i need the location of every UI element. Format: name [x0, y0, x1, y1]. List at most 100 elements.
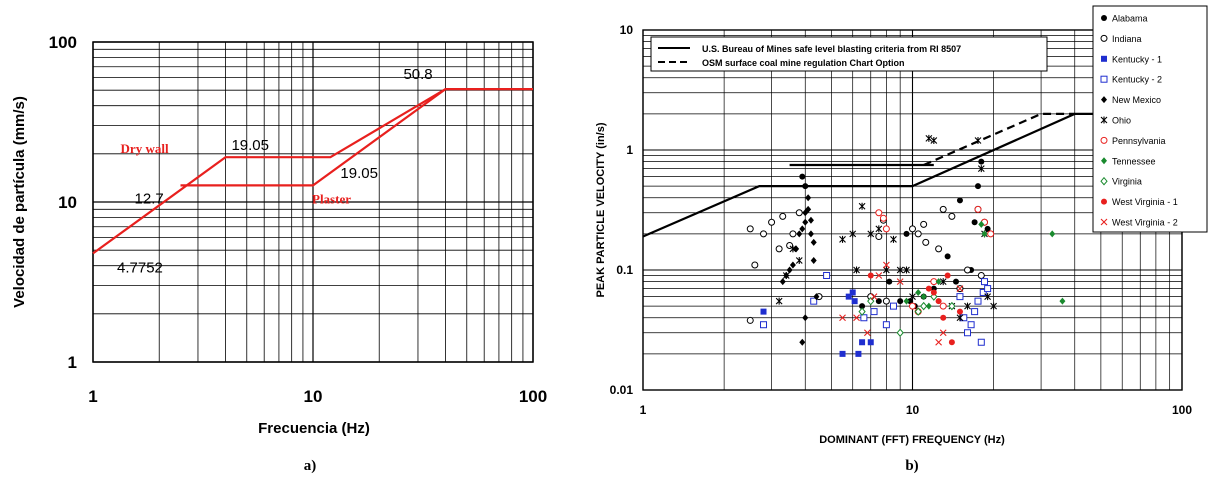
chart-b-point [882, 266, 890, 274]
chart-b-x-ticks: 1 10 100 [640, 403, 1193, 417]
chart-b-point [977, 338, 985, 346]
chart-b-point [981, 218, 989, 226]
chart-b-point [948, 302, 956, 310]
chart-b-point [889, 302, 897, 310]
chart-b-point [810, 256, 817, 264]
chart-a-caption: a) [304, 458, 317, 474]
chart-b-point [802, 183, 809, 190]
chart-b-point [971, 308, 979, 316]
chart-b-point [802, 314, 809, 322]
chart-b-criteria-legend: U.S. Bureau of Mines safe level blasting… [650, 36, 1048, 72]
chart-b-point [968, 267, 975, 273]
chart-b-point [1100, 116, 1108, 124]
chart-b-point [930, 136, 938, 144]
chart-b-point [799, 338, 806, 346]
chart-b-point [890, 235, 897, 243]
chart-b-point [839, 235, 846, 243]
chart-b-point [870, 308, 878, 316]
chart-b-point [805, 194, 812, 202]
chart-a-annotation: 19.05 [231, 137, 269, 154]
chart-b-point [853, 314, 860, 322]
chart-b-legend-label: New Mexico [1112, 95, 1161, 105]
chart-b-point [930, 278, 938, 286]
chart-b-point [930, 292, 938, 301]
chart-b-y-ticks: 0.01 0.1 1 10 [610, 23, 634, 397]
chart-b-point [799, 173, 806, 180]
chart-b-point [956, 197, 963, 204]
chart-b-y-tick-label: 0.1 [616, 263, 633, 277]
chart-b-point [867, 339, 874, 346]
chart-b-point [911, 303, 918, 310]
chart-b-point [1100, 218, 1108, 226]
chart-b-point [870, 293, 878, 301]
chart-b-point [875, 272, 883, 279]
chart-b-series-legend: Alabama Indiana Kentucky - 1 Kentucky - 2 Ne… [1092, 5, 1208, 233]
chart-b-legend-label: West Virginia - 2 [1112, 218, 1178, 228]
chart-b-point [760, 230, 768, 238]
chart-b-point [964, 329, 972, 337]
chart-a-x-ticks: 1 10 100 [88, 387, 547, 406]
chart-b-legend-label: Indiana [1112, 34, 1142, 44]
chart-b-plot-frame [642, 29, 1183, 391]
chart-a-annotation: 12.7 [135, 190, 164, 207]
chart-b-point [775, 297, 783, 305]
chart-b-point [859, 303, 866, 310]
chart-a-annotation: 4.7752 [117, 259, 163, 276]
chart-b-point [948, 212, 956, 220]
chart-b-point [786, 266, 793, 274]
chart-b-x-tick-label: 1 [640, 403, 647, 417]
chart-b-point [935, 298, 942, 305]
chart-b-point [751, 261, 759, 269]
chart-b-point [1101, 157, 1107, 165]
chart-b-point [940, 314, 947, 321]
chart-b-point [930, 289, 937, 296]
chart-a-plot-border [92, 41, 534, 363]
chart-b-point [851, 298, 858, 305]
chart-b-point [810, 297, 818, 305]
chart-b-point [786, 242, 794, 250]
chart-b-point [789, 230, 797, 238]
chart-b-point [882, 261, 890, 269]
chart-b-point [875, 225, 883, 233]
chart-b-point [775, 245, 783, 253]
chart-b-y-tick-label: 0.01 [610, 383, 634, 397]
chart-b-point [1100, 34, 1108, 42]
chart-b-point [919, 301, 928, 311]
chart-a-damage-criteria: Dry wall 19.0512.719.05Plaster50.84.7752 … [11, 33, 547, 474]
chart-b-point [896, 328, 904, 338]
chart-b-point [879, 216, 887, 224]
chart-b-point [789, 245, 797, 253]
chart-b-point [981, 230, 988, 238]
chart-b-point [956, 308, 963, 315]
chart-b-point [914, 307, 922, 316]
chart-b-point [948, 339, 955, 346]
chart-b-point [974, 183, 981, 190]
chart-b-point [807, 216, 814, 224]
chart-b-point [882, 225, 890, 233]
chart-b-point [939, 205, 947, 213]
chart-b-point [914, 308, 922, 316]
chart-b-criteria-line [923, 112, 1075, 167]
chart-b-point [939, 302, 947, 310]
chart-b-x-tick-label: 100 [1172, 403, 1192, 417]
chart-b-points [746, 134, 1066, 357]
chart-b-point [746, 316, 754, 324]
chart-b-point [922, 238, 930, 246]
chart-b-point [1101, 15, 1107, 21]
chart-b-point [952, 278, 959, 285]
chart-b-legend-label: Virginia [1112, 177, 1142, 187]
chart-a-y-ticks: 1 10 100 [49, 33, 77, 372]
chart-b-point [944, 272, 951, 279]
chart-a-x-axis-label: Frecuencia (Hz) [258, 420, 370, 437]
chart-b-point [944, 253, 951, 260]
chart-a-y-tick-label: 100 [49, 33, 77, 52]
chart-b-point [882, 297, 890, 305]
chart-b-point [907, 298, 914, 305]
chart-b-criteria-line [642, 112, 1182, 238]
chart-b-point [984, 285, 992, 293]
chart-b-point [1100, 75, 1108, 83]
chart-b-legend-label: Ohio [1112, 116, 1131, 126]
chart-b-point [849, 289, 856, 296]
chart-b-point [935, 245, 943, 253]
chart-b-point [795, 209, 803, 217]
